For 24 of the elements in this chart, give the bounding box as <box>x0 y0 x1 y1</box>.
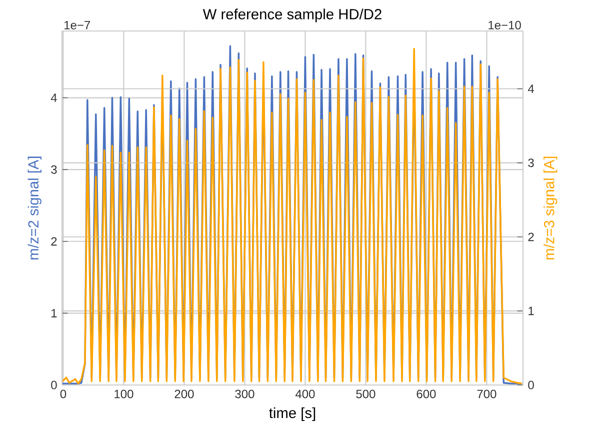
y-tick-label: 4 <box>50 94 57 102</box>
text: 1e−10 <box>488 20 521 30</box>
y2-tick-label: 2 <box>528 232 534 242</box>
y-tick-label: 0 <box>51 380 57 390</box>
x-tick-label: 700 <box>477 390 496 398</box>
y2-axis-title: m/z=3 signal [A] <box>544 156 558 260</box>
x-tick-label: 600 <box>416 390 436 398</box>
y2-tick-label: 1 <box>528 306 534 316</box>
x-tick-label: 0 <box>60 390 66 398</box>
x-tick-label: 500 <box>356 390 376 398</box>
y2-tick-label: 4 <box>528 84 534 93</box>
y2-tick-label: 0 <box>528 380 534 390</box>
x-tick-label: 300 <box>235 390 254 398</box>
x-axis-title: time [s] <box>269 407 316 422</box>
y-axis-title: m/z=2 signal [A] <box>28 156 42 260</box>
text: 1e−7 <box>64 21 90 30</box>
x-tick-label: 200 <box>174 390 194 398</box>
y-tick-label: 2 <box>51 237 57 246</box>
chart-title: W reference sample HD/D2 <box>202 8 382 22</box>
x-tick-label: 400 <box>295 390 315 398</box>
x-tick-label: 100 <box>114 390 134 398</box>
y-tick-label: 3 <box>51 165 57 174</box>
y2-tick-label: 3 <box>528 158 534 168</box>
y-tick-label: 1 <box>52 309 57 318</box>
